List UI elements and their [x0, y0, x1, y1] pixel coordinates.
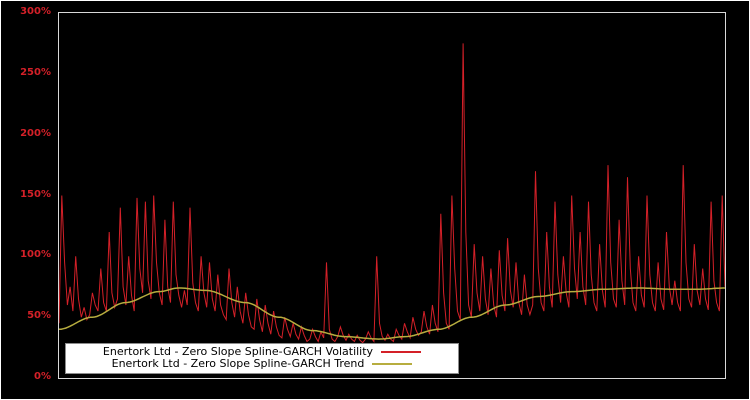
y-tick-label: 0%: [34, 371, 51, 382]
volatility-line: [59, 43, 725, 344]
trend-line-swatch: [372, 363, 413, 365]
legend-item-trend: Enertork Ltd - Zero Slope Spline-GARCH T…: [66, 358, 458, 370]
y-axis-labels: 0% 50% 100% 150% 200% 250% 300%: [1, 6, 53, 382]
y-tick-label: 200%: [20, 127, 51, 139]
y-tick-label: 50%: [27, 310, 51, 322]
legend: Enertork Ltd - Zero Slope Spline-GARCH V…: [65, 343, 459, 374]
chart-canvas: [59, 43, 725, 344]
y-tick-label: 250%: [20, 66, 51, 78]
legend-label-trend: Enertork Ltd - Zero Slope Spline-GARCH T…: [111, 357, 365, 370]
volatility-line-swatch: [381, 351, 422, 353]
y-tick-label: 100%: [20, 249, 51, 261]
trend-line: [59, 287, 725, 340]
legend-label-volatility: Enertork Ltd - Zero Slope Spline-GARCH V…: [102, 345, 374, 358]
y-tick-label: 150%: [20, 188, 51, 200]
plot-area: Enertork Ltd - Zero Slope Spline-GARCH V…: [58, 12, 726, 379]
legend-item-volatility: Enertork Ltd - Zero Slope Spline-GARCH V…: [66, 346, 458, 358]
y-tick-label: 300%: [20, 6, 51, 17]
